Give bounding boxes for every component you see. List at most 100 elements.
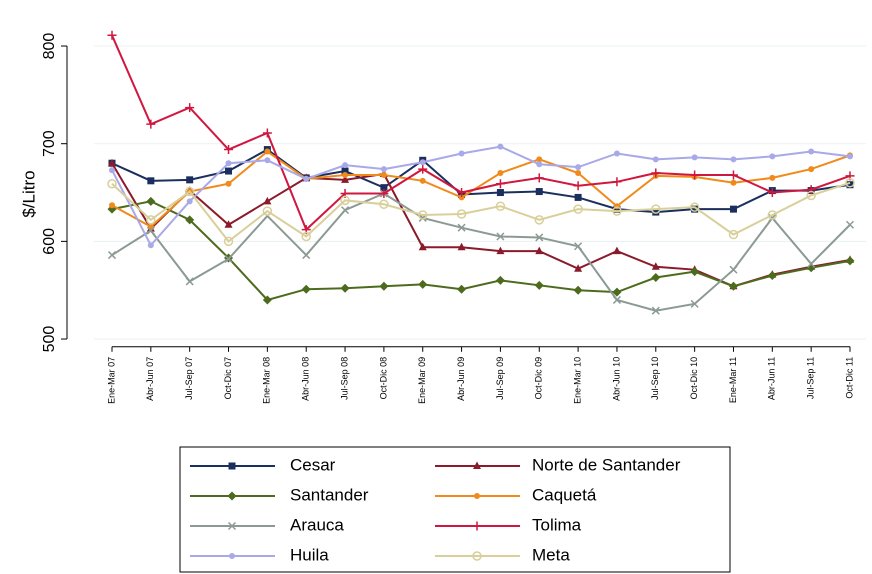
marker (534, 215, 545, 225)
marker (612, 246, 621, 255)
marker (573, 181, 583, 191)
x-tick-label: Abr-Jun 10 (611, 357, 621, 401)
marker (262, 206, 273, 216)
marker (535, 246, 544, 255)
marker (495, 179, 505, 189)
x-tick-label: Abr-Jun 08 (301, 357, 311, 401)
legend-label: Tolima (532, 515, 582, 534)
y-tick-label: 500 (41, 326, 58, 353)
marker (186, 176, 194, 184)
marker (473, 461, 481, 469)
marker (613, 150, 620, 157)
marker (341, 167, 349, 175)
marker (612, 206, 622, 216)
marker (496, 232, 505, 241)
marker (806, 185, 816, 195)
marker (228, 462, 236, 470)
marker (379, 281, 389, 291)
marker (497, 170, 504, 176)
marker (846, 181, 854, 189)
marker (184, 186, 195, 197)
marker (536, 161, 543, 168)
marker (227, 521, 237, 531)
marker (767, 210, 778, 220)
marker (535, 188, 543, 196)
marker (612, 177, 622, 187)
marker (769, 174, 776, 181)
y-tick-label: 600 (41, 228, 58, 255)
x-tick-label: Jul-Sep 10 (650, 357, 660, 400)
marker (341, 175, 350, 183)
marker (302, 251, 311, 260)
marker (652, 156, 659, 163)
marker (342, 162, 349, 169)
series-line (111, 192, 851, 312)
marker (690, 299, 699, 308)
marker (146, 215, 156, 225)
marker (767, 188, 777, 198)
marker (379, 189, 389, 199)
marker (457, 242, 466, 251)
marker (146, 196, 156, 206)
marker (808, 148, 815, 155)
x-tick-label: Jul-Sep 09 (495, 357, 505, 400)
marker (417, 210, 428, 220)
marker (651, 204, 661, 214)
marker (767, 271, 777, 281)
marker (418, 242, 427, 251)
legend-label: Caquetá (532, 485, 597, 504)
marker (769, 153, 776, 160)
marker (264, 157, 271, 164)
marker (497, 143, 504, 150)
y-tick-label: 700 (41, 130, 58, 157)
marker (107, 251, 117, 260)
series-line (111, 150, 851, 228)
marker (419, 177, 426, 184)
marker (534, 173, 544, 183)
marker (575, 170, 582, 176)
marker (496, 246, 505, 255)
marker (573, 204, 583, 214)
series-line (111, 145, 851, 248)
x-tick-label: Ene-Mar 11 (728, 357, 738, 403)
marker (691, 205, 699, 213)
marker (495, 275, 505, 285)
marker (108, 158, 116, 167)
marker (223, 236, 234, 247)
marker (612, 287, 622, 297)
marker (845, 220, 855, 229)
series-line (111, 34, 851, 232)
marker (379, 199, 389, 210)
marker (689, 202, 700, 212)
marker (728, 229, 739, 240)
marker (495, 201, 506, 211)
x-tick-label: Ene-Mar 09 (417, 357, 427, 404)
marker (457, 223, 466, 232)
x-tick-label: Abr-Jun 09 (456, 357, 466, 401)
marker (474, 493, 480, 499)
marker (651, 273, 661, 283)
marker (419, 159, 426, 166)
marker (146, 119, 156, 129)
x-tick-label: Oct-Dic 11 (844, 357, 854, 399)
marker (691, 154, 698, 161)
x-tick-label: Ene-Mar 10 (572, 357, 582, 404)
x-tick-label: Ene-Mar 07 (106, 357, 116, 404)
marker (109, 202, 115, 209)
marker (262, 295, 272, 305)
legend-label: Arauca (290, 515, 344, 534)
x-tick-label: Jul-Sep 11 (806, 357, 816, 399)
marker (728, 170, 738, 180)
marker (472, 521, 482, 531)
marker (107, 178, 117, 189)
marker (612, 295, 621, 304)
x-tick-label: Abr-Jun 07 (145, 357, 155, 401)
marker (224, 145, 234, 155)
marker (380, 171, 387, 178)
legend-label: Meta (532, 545, 570, 564)
marker (575, 164, 582, 171)
x-tick-label: Oct-Dic 09 (534, 357, 544, 400)
marker (147, 242, 154, 249)
marker (690, 267, 700, 277)
marker (457, 284, 467, 294)
